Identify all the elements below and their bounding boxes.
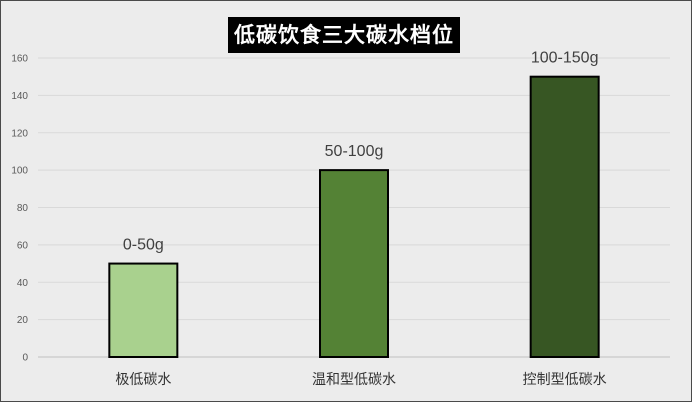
y-tick-label: 60 [17,240,29,251]
x-axis-labels: 极低碳水 温和型低碳水 控制型低碳水 [115,372,606,388]
data-labels: 0-50g 50-100g 100-150g [123,50,599,254]
x-category-label: 温和型低碳水 [312,372,396,388]
y-tick-label: 100 [11,166,28,177]
bar [529,75,600,358]
y-tick-label: 120 [11,128,28,139]
data-label: 0-50g [123,237,164,254]
bar [319,169,389,358]
bars [108,75,600,358]
y-tick-label: 0 [22,353,28,364]
y-tick-label: 20 [17,315,29,326]
data-label: 50-100g [325,143,384,160]
y-tick-label: 160 [11,54,28,65]
y-tick-label: 140 [11,91,28,102]
y-axis-ticks: 0 20 40 60 80 100 120 140 160 [11,54,28,364]
chart-title: 低碳饮食三大碳水档位 [228,17,460,53]
x-category-label: 控制型低碳水 [523,372,607,388]
data-label: 100-150g [531,50,599,67]
y-tick-label: 80 [17,203,29,214]
y-tick-label: 40 [17,278,29,289]
bar [108,262,179,358]
x-category-label: 极低碳水 [115,372,171,388]
